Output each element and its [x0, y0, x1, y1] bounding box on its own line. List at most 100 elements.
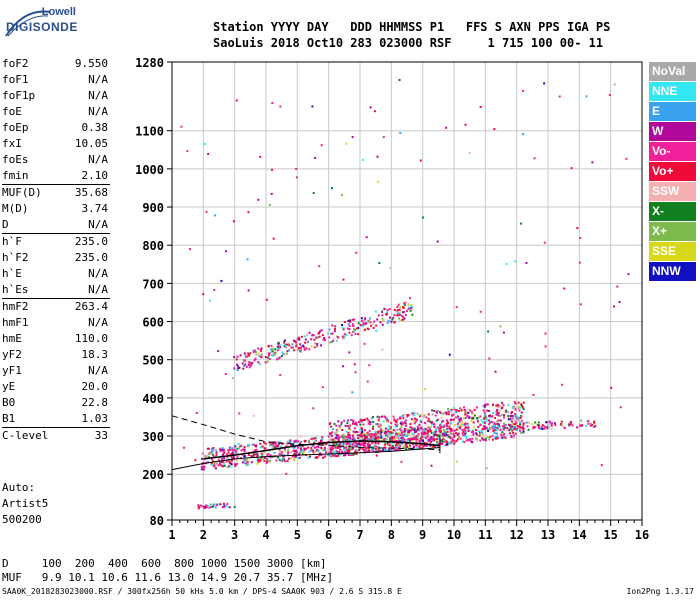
echo-point: [413, 447, 416, 450]
echo-point: [386, 449, 389, 452]
echo-point: [428, 427, 431, 430]
echo-point: [522, 430, 525, 433]
echo-point: [216, 503, 219, 506]
noise-point: [271, 102, 274, 104]
echo-point: [456, 423, 459, 425]
echo-point: [385, 417, 388, 419]
echo-point: [339, 448, 342, 451]
echo-point: [374, 438, 376, 441]
echo-point: [477, 416, 480, 419]
echo-point: [424, 422, 427, 425]
echo-point: [378, 416, 381, 419]
echo-point: [282, 457, 285, 460]
echo-point: [397, 440, 400, 442]
echo-point: [507, 414, 510, 417]
echo-point: [487, 430, 490, 432]
echo-point: [347, 327, 349, 330]
echo-point: [464, 423, 467, 426]
echo-point: [473, 409, 476, 411]
y-tick-label: 800: [142, 239, 164, 253]
echo-point: [255, 351, 257, 353]
echo-point: [338, 436, 341, 439]
echo-point: [396, 443, 399, 446]
echo-point: [381, 450, 384, 453]
echo-point: [455, 411, 458, 414]
echo-point: [362, 432, 365, 435]
echo-point: [484, 422, 486, 425]
echo-point: [446, 413, 449, 416]
echo-point: [375, 450, 378, 453]
echo-point: [273, 446, 276, 449]
noise-point: [295, 168, 298, 170]
noise-point: [436, 240, 439, 243]
file-info-footer: SAA0K_2018283023000.RSF / 300fx256h 50 k…: [2, 587, 402, 596]
echo-point: [358, 435, 361, 438]
echo-point: [272, 354, 274, 357]
echo-point: [357, 422, 360, 425]
echo-point: [395, 420, 397, 422]
echo-point: [518, 409, 521, 412]
echo-point: [515, 429, 518, 431]
echo-point: [347, 431, 350, 434]
dmuf-muf-row: MUF 9.9 10.1 10.6 11.6 13.0 14.9 20.7 35…: [2, 571, 334, 584]
echo-point: [292, 441, 295, 444]
noise-point: [424, 388, 426, 391]
echo-point: [452, 439, 455, 442]
echo-point: [422, 444, 425, 447]
echo-point: [486, 403, 489, 406]
echo-point: [278, 448, 281, 451]
noise-point: [298, 347, 301, 350]
echo-point: [335, 339, 338, 342]
echo-point: [232, 456, 235, 459]
echo-point: [395, 310, 398, 313]
noise-point: [494, 370, 497, 373]
echo-point: [334, 325, 337, 328]
echo-point: [376, 318, 379, 321]
echo-point: [346, 450, 349, 453]
echo-point: [447, 411, 450, 414]
echo-point: [497, 412, 500, 414]
echo-point: [199, 506, 202, 509]
echo-point: [450, 433, 453, 435]
echo-point: [458, 436, 460, 438]
echo-point: [361, 319, 363, 322]
echo-point: [453, 440, 456, 443]
noise-point: [376, 180, 379, 183]
legend-item: X-: [649, 202, 696, 221]
echo-point: [472, 412, 474, 415]
echo-point: [563, 426, 566, 429]
echo-point: [430, 432, 433, 434]
echo-point: [197, 507, 200, 510]
echo-point: [352, 325, 355, 328]
noise-point: [576, 227, 579, 230]
echo-point: [461, 423, 464, 426]
echo-point: [388, 442, 391, 445]
echo-point: [260, 353, 263, 356]
echo-point: [487, 419, 490, 422]
echo-point: [386, 311, 388, 314]
echo-point: [313, 437, 315, 440]
param-row: D N/A: [2, 217, 110, 233]
echo-point: [277, 441, 280, 444]
param-row: foE N/A: [2, 104, 110, 120]
echo-point: [249, 352, 252, 355]
echo-point: [489, 427, 492, 430]
echo-point: [273, 353, 276, 356]
echo-point: [477, 420, 479, 423]
echo-point: [560, 423, 563, 425]
noise-point: [351, 136, 354, 139]
echo-point: [330, 448, 333, 451]
echo-point: [434, 433, 437, 436]
echo-point: [233, 448, 236, 451]
echo-point: [425, 416, 428, 419]
echo-point: [254, 444, 257, 447]
echo-point: [225, 505, 228, 508]
echo-point: [407, 433, 410, 436]
echo-point: [412, 433, 415, 436]
echo-point: [277, 457, 280, 460]
echo-point: [372, 437, 375, 440]
noise-point: [224, 373, 227, 375]
echo-point: [401, 314, 403, 317]
param-row: h`F2 235.0: [2, 250, 110, 266]
echo-point: [398, 308, 401, 311]
